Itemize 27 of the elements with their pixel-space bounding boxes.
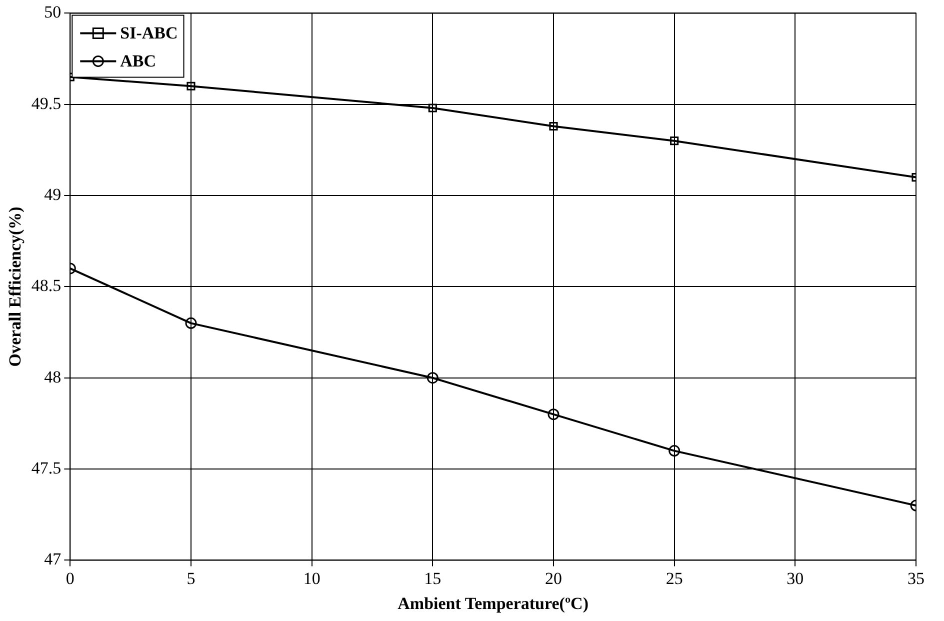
x-tick-label: 5 xyxy=(186,568,196,588)
x-tick-label: 0 xyxy=(66,568,74,588)
point xyxy=(426,372,438,384)
point xyxy=(668,445,680,457)
point xyxy=(186,82,196,90)
point xyxy=(428,104,437,112)
legend-label: SI-ABC xyxy=(120,24,178,43)
y-tick-label: 47 xyxy=(44,550,62,569)
y-tick-label: 49.5 xyxy=(31,94,62,113)
x-tick-label: 20 xyxy=(544,568,562,588)
x-tick-label: 10 xyxy=(303,568,320,588)
x-tick-label: 35 xyxy=(908,568,924,588)
point xyxy=(548,408,560,420)
x-axis-title: Ambient Temperature(ºC) xyxy=(398,594,589,614)
x-tick-label: 30 xyxy=(786,568,804,588)
point xyxy=(549,122,558,131)
x-tick-label: 15 xyxy=(424,568,442,588)
legend-label: ABC xyxy=(120,52,156,71)
y-tick-label: 48.5 xyxy=(31,276,62,296)
y-tick-label: 48 xyxy=(44,367,62,386)
point xyxy=(670,136,679,146)
point xyxy=(185,317,197,329)
x-tick-label: 25 xyxy=(666,568,683,588)
y-tick-label: 47.5 xyxy=(31,458,62,478)
y-tick-label: 49 xyxy=(44,185,62,204)
y-axis-title: Overall Efficiency(%) xyxy=(6,206,25,367)
y-tick-label: 50 xyxy=(44,2,62,22)
